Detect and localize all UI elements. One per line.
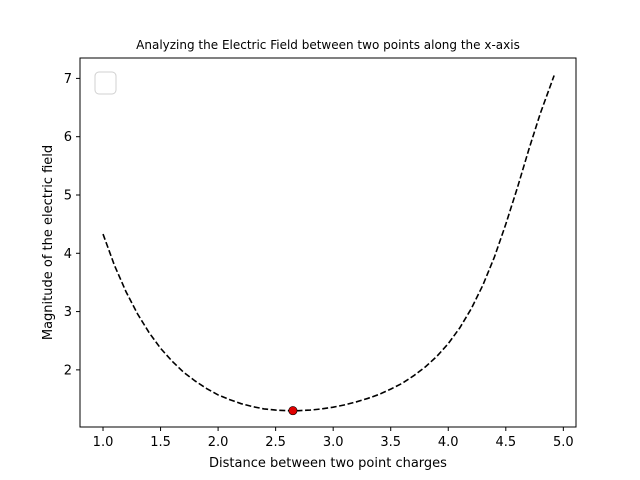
minimum-point-marker bbox=[288, 406, 298, 416]
y-tick-label: 4 bbox=[64, 247, 72, 262]
x-tick-label: 2.5 bbox=[265, 435, 286, 450]
legend-box bbox=[94, 71, 117, 95]
x-tick-label: 4.0 bbox=[438, 435, 459, 450]
x-tick-label: 3.0 bbox=[323, 435, 344, 450]
y-axis-label: Magnitude of the electric field bbox=[41, 145, 56, 340]
x-tick-label: 5.0 bbox=[553, 435, 574, 450]
y-tick-label: 6 bbox=[64, 130, 72, 145]
x-axis-label: Distance between two point charges bbox=[209, 456, 447, 471]
y-tick-label: 7 bbox=[64, 72, 72, 87]
series-line-0 bbox=[102, 75, 555, 412]
x-tick-label: 1.0 bbox=[93, 435, 114, 450]
x-axis: 1.0 1.5 2.0 2.5 3.0 3.5 4.0 4.5 5.0 bbox=[93, 427, 574, 450]
chart-title: Analyzing the Electric Field between two… bbox=[136, 38, 520, 52]
x-tick-label: 3.5 bbox=[380, 435, 401, 450]
y-axis: 2 3 4 5 6 7 bbox=[64, 72, 80, 378]
y-tick-label: 2 bbox=[64, 363, 72, 378]
plot-frame bbox=[79, 57, 577, 428]
y-tick-label: 3 bbox=[64, 305, 72, 320]
x-tick-label: 1.5 bbox=[150, 435, 171, 450]
x-tick-label: 4.5 bbox=[495, 435, 516, 450]
y-tick-label: 5 bbox=[64, 188, 72, 203]
x-tick-label: 2.0 bbox=[208, 435, 229, 450]
plot-area bbox=[102, 75, 555, 416]
